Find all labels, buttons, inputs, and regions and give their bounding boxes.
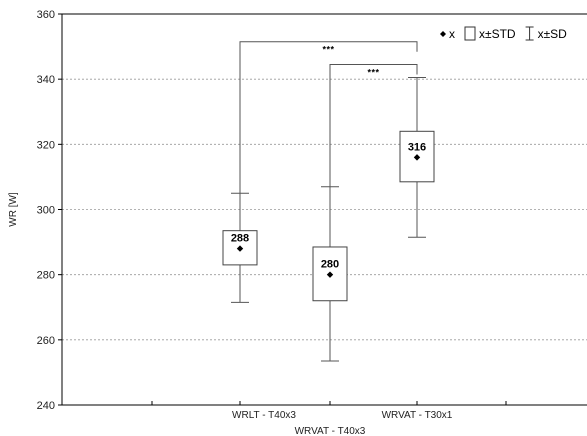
x-category-label-1: WRVAT - T40x3	[295, 426, 366, 436]
legend-marker-box	[464, 26, 476, 41]
y-tick-label-260: 260	[37, 335, 55, 347]
significance-brackets	[239, 41, 418, 194]
labels: 240 260 280 300 320 340 360 WR [W] WRLT - T40x3 W…	[8, 9, 453, 436]
y-tick-label-340: 340	[37, 74, 55, 86]
legend-label-1: x±STD	[479, 27, 516, 41]
significance-label-0: ***	[322, 45, 334, 55]
significance-bracket-1	[329, 64, 418, 187]
y-tick-label-240: 240	[37, 400, 55, 412]
legend: x x±STD x±SD	[440, 26, 568, 41]
mean-label-0: 288	[231, 233, 249, 245]
mean-label-2: 316	[408, 141, 426, 153]
legend-marker-mean	[440, 31, 446, 37]
y-tick-label-300: 300	[37, 205, 55, 217]
y-axis-label: WR [W]	[8, 192, 19, 227]
significance-bracket-0	[239, 41, 418, 194]
y-tick-label-280: 280	[37, 270, 55, 282]
significance-label-1: ***	[367, 68, 379, 78]
x-category-label-0: WRLT - T40x3	[232, 410, 296, 421]
box-group-1	[312, 186, 348, 362]
mean-marker-1	[326, 271, 334, 278]
mean-marker-0	[236, 245, 244, 252]
legend-label-2: x±SD	[538, 27, 568, 41]
box-group-2	[399, 77, 435, 238]
mean-marker-2	[413, 154, 421, 161]
y-tick-label-320: 320	[37, 139, 55, 151]
y-tick-label-360: 360	[37, 9, 55, 21]
box-group-0	[222, 192, 258, 303]
axes	[58, 13, 587, 406]
x-category-label-2: WRVAT - T30x1	[382, 410, 453, 421]
boxes	[222, 77, 435, 362]
mean-label-1: 280	[321, 259, 339, 271]
legend-label-0: x	[449, 27, 455, 41]
gridlines	[62, 78, 587, 341]
